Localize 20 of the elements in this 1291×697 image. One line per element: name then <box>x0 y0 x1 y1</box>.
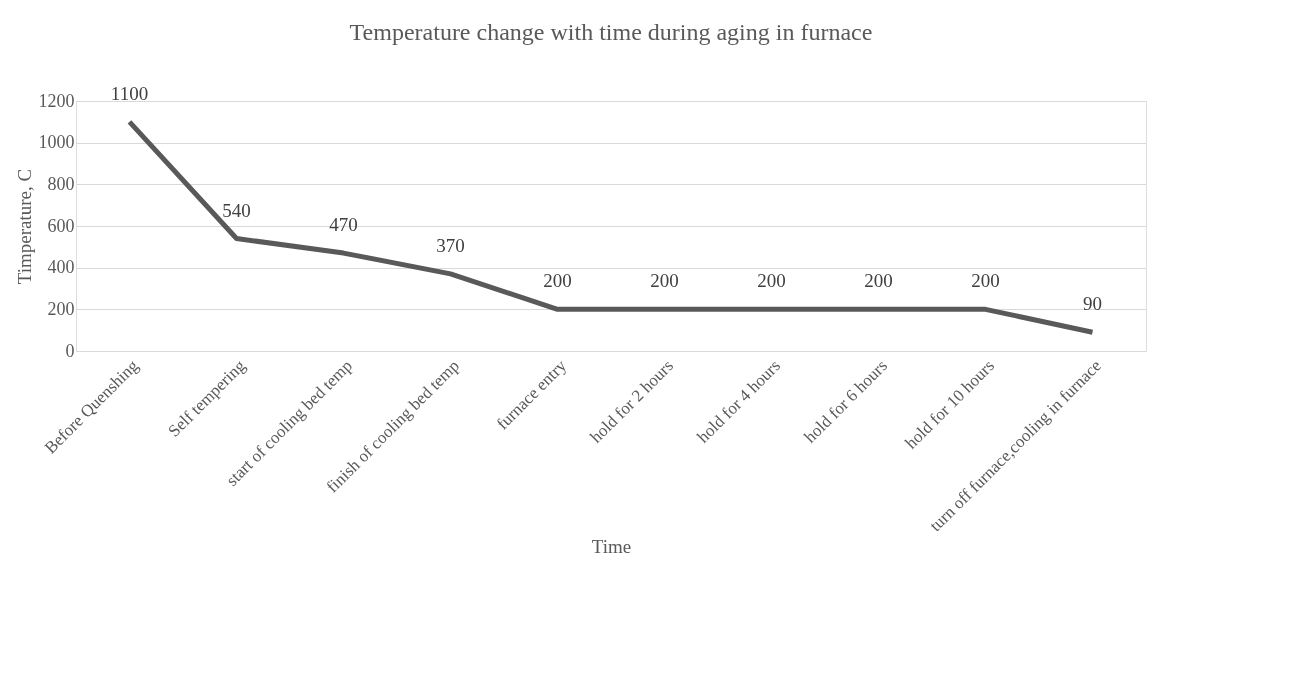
data-label: 90 <box>1083 293 1102 315</box>
data-label: 200 <box>650 270 679 292</box>
x-axis-title: Time <box>591 536 632 558</box>
y-axis-title: Timperature, C <box>13 168 35 285</box>
y-tick-label: 400 <box>47 257 75 278</box>
data-label: 200 <box>543 270 572 292</box>
data-label: 200 <box>757 270 786 292</box>
y-tick-label: 0 <box>65 340 75 361</box>
chart-title: Temperature change with time during aging in furnace <box>349 18 873 45</box>
data-label: 200 <box>864 270 893 292</box>
data-label: 540 <box>222 199 251 221</box>
data-label: 200 <box>971 270 1000 292</box>
y-tick-label: 1000 <box>38 132 75 153</box>
data-label: 370 <box>436 234 465 256</box>
data-label: 470 <box>329 214 358 236</box>
y-tick-label: 200 <box>47 298 75 319</box>
y-tick-label: 1200 <box>38 90 75 111</box>
data-label: 1100 <box>110 82 149 104</box>
y-tick-label: 800 <box>47 173 75 194</box>
y-tick-label: 600 <box>47 215 75 236</box>
